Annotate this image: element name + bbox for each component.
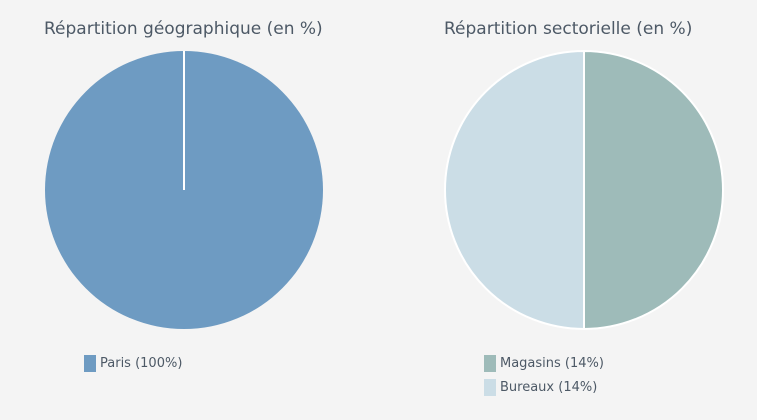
geographic-chart-title: Répartition géographique (en %) [44, 19, 323, 39]
geographic-legend: Paris (100%) [84, 351, 182, 375]
legend-label: Magasins (14%) [500, 355, 604, 371]
legend-swatch [484, 354, 496, 372]
legend-label: Bureaux (14%) [500, 379, 598, 395]
sector-chart-title: Répartition sectorielle (en %) [444, 19, 693, 39]
sector-legend-item: Bureaux (14%) [484, 375, 604, 399]
legend-swatch [484, 378, 496, 396]
sector-legend: Magasins (14%) Bureaux (14%) [484, 351, 604, 399]
sector-pie-slice-1 [444, 50, 585, 330]
geographic-pie-panel: Répartition géographique (en %) Paris (1… [24, 0, 344, 420]
sector-pie-chart [444, 50, 724, 330]
sector-legend-item: Magasins (14%) [484, 351, 604, 375]
legend-label: Paris (100%) [100, 355, 183, 371]
geographic-pie-chart [45, 51, 323, 329]
geographic-legend-item: Paris (100%) [84, 351, 182, 375]
legend-swatch [84, 354, 96, 372]
sector-pie-panel: Répartition sectorielle (en %) Magasins … [424, 0, 744, 420]
sector-pie-slice-0 [583, 50, 724, 330]
